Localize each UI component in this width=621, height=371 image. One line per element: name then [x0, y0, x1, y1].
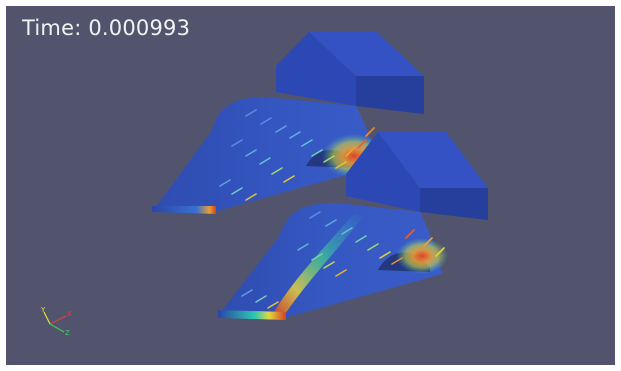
- front-hot-spot: [396, 238, 448, 274]
- front-box-right-face: [420, 188, 488, 220]
- back-box-right-face: [356, 76, 424, 114]
- render-view[interactable]: Time: 0.000993 X Y Z: [6, 6, 615, 365]
- front-vector-glyphs: [241, 211, 445, 309]
- front-box-top-face: [378, 132, 488, 188]
- z-axis-line: [49, 323, 65, 333]
- orientation-axes-widget[interactable]: X Y Z: [36, 306, 80, 338]
- back-vector-glyphs: [219, 109, 375, 201]
- front-edge-strip: [218, 310, 286, 320]
- front-box-left-face: [346, 132, 420, 212]
- x-axis-line: [49, 315, 67, 325]
- back-edge-strip: [152, 206, 216, 214]
- y-axis-label: Y: [40, 306, 46, 314]
- front-hot-streak: [274, 214, 364, 316]
- z-axis-label: Z: [65, 329, 70, 337]
- x-axis-label: X: [67, 310, 72, 318]
- front-ramp-surface: [218, 203, 442, 318]
- render-scene[interactable]: [6, 6, 615, 365]
- back-model: [152, 32, 424, 214]
- time-annotation: Time: 0.000993: [22, 16, 191, 40]
- front-model: [218, 132, 488, 320]
- back-ramp-surface: [152, 97, 378, 212]
- back-box-left-face: [276, 32, 356, 106]
- y-axis-line: [43, 311, 51, 325]
- back-box-top-face: [309, 32, 424, 76]
